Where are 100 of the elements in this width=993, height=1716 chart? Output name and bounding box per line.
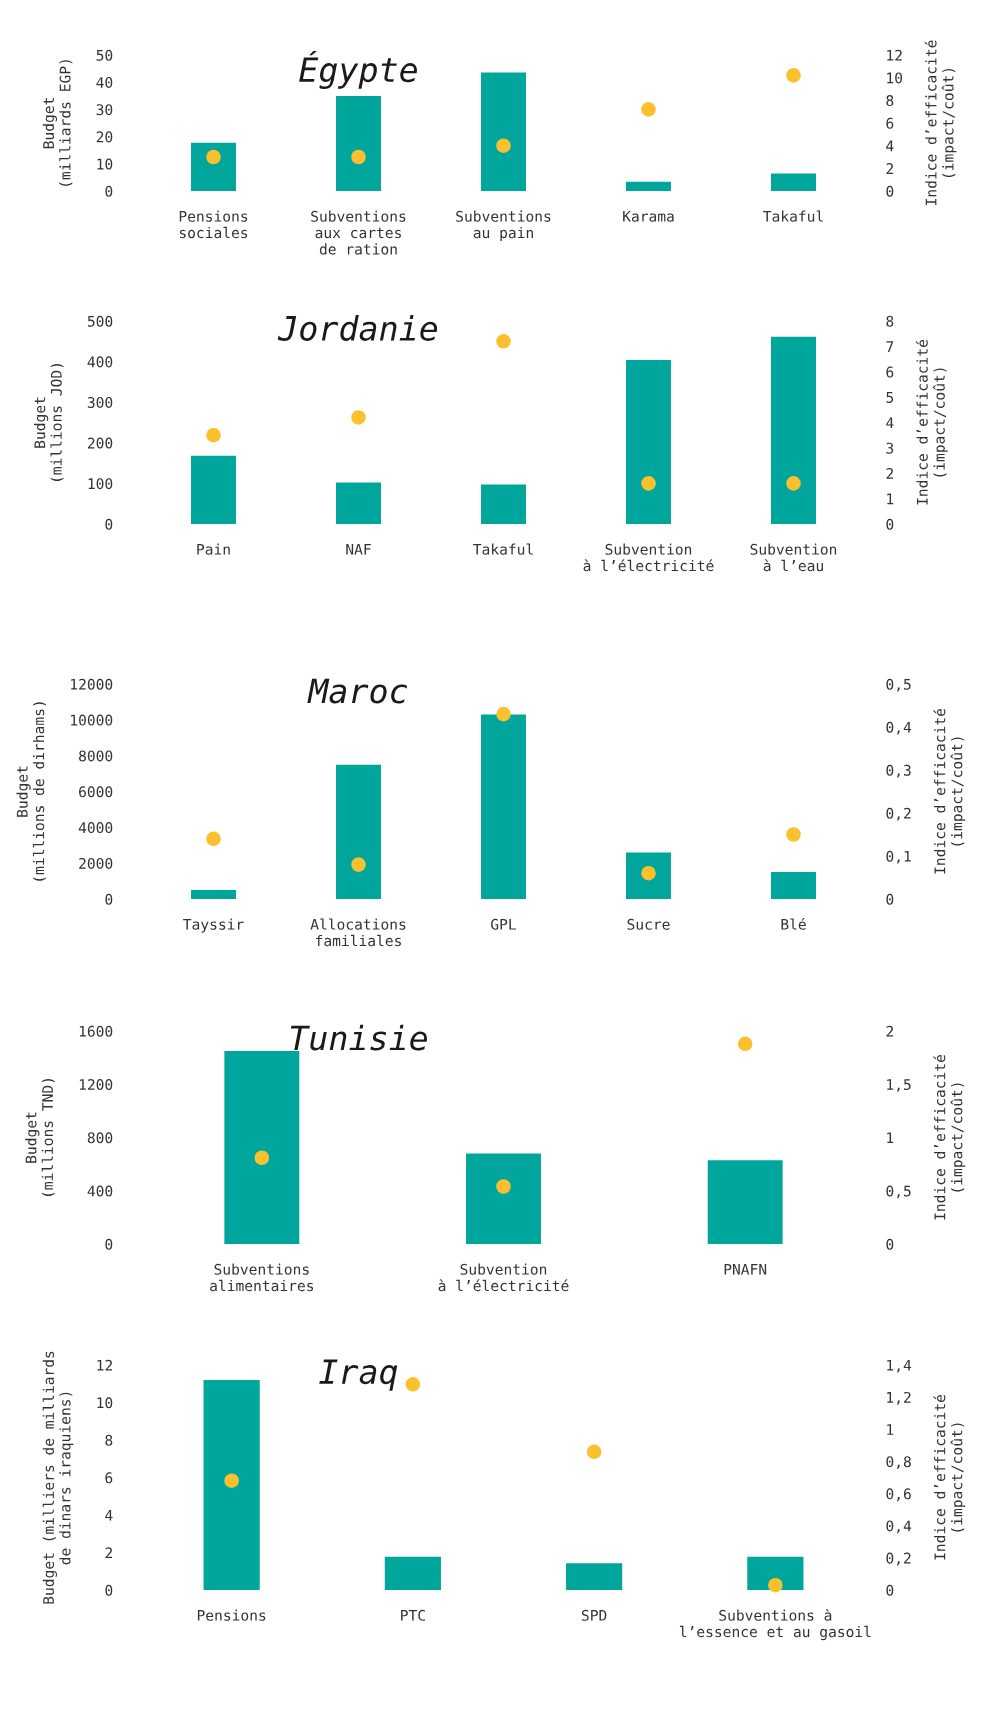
x-tick-label: PNAFN [724, 1263, 767, 1275]
y2-tick-label: 0,1 [886, 850, 911, 864]
y2-tick-label: 6 [886, 366, 894, 378]
y-axis-title: Budget (millions TND) [25, 1079, 55, 1196]
point [405, 1377, 421, 1392]
y-tick-label: 2000 [79, 857, 113, 869]
y-axis-title: Budget (milliers de milliards de dinars iraquiens) [42, 1351, 74, 1604]
y-tick-label: 0 [105, 185, 113, 197]
y-tick-label: 10000 [71, 714, 113, 726]
y2-tick-label: 2 [886, 1025, 893, 1037]
point [496, 334, 511, 349]
y-tick-label: 400 [87, 356, 113, 368]
chart-title: Tunisie [290, 1024, 427, 1051]
point [786, 476, 801, 491]
point [254, 1150, 270, 1166]
y2-tick-label: 10 [887, 72, 903, 84]
y-tick-label: 0 [105, 518, 113, 530]
y2-axis-title: Indice d’efficacité (impact/coût) [924, 40, 957, 205]
bar [626, 359, 671, 524]
y-tick-label: 0 [105, 893, 113, 905]
x-tick-label: NAF [346, 543, 371, 555]
y2-tick-label: 1,2 [887, 1391, 911, 1405]
y2-tick-label: 4 [886, 140, 894, 152]
y2-tick-label: 0 [886, 185, 894, 197]
y-tick-label: 1200 [79, 1079, 113, 1091]
y-tick-label: 8 [105, 1434, 113, 1446]
x-tick-label: Subvention à l’électricité [438, 1263, 569, 1292]
x-tick-label: Subventions alimentaires [210, 1263, 314, 1292]
bar [466, 1153, 541, 1244]
point [224, 1473, 239, 1488]
y-tick-label: 10 [97, 158, 113, 170]
y-tick-label: 8000 [79, 750, 113, 762]
point [768, 1577, 783, 1593]
point [737, 1036, 753, 1052]
y-tick-label: 6000 [79, 786, 113, 798]
x-tick-label: Pensions sociales [179, 210, 248, 239]
bar [224, 1050, 300, 1244]
y-tick-label: 40 [96, 76, 113, 88]
point [496, 138, 511, 153]
y-tick-label: 0 [105, 1584, 113, 1596]
bar [771, 872, 816, 899]
y-tick-label: 12000 [71, 678, 113, 690]
point [586, 1444, 602, 1460]
bar [481, 714, 526, 899]
bar [203, 1380, 260, 1590]
x-tick-label: Tayssir [183, 918, 244, 933]
point [206, 427, 221, 443]
y-tick-label: 12 [97, 1359, 112, 1371]
y2-tick-label: 1,4 [887, 1359, 912, 1373]
x-tick-label: Allocations familiales [310, 918, 406, 947]
y-tick-label: 0 [105, 1238, 113, 1250]
y-tick-label: 1600 [79, 1025, 113, 1037]
y2-axis-title: Indice d’efficacité (impact/coût) [915, 339, 948, 505]
y2-tick-label: 0,6 [886, 1488, 911, 1502]
x-tick-label: Subventions au pain [456, 210, 551, 242]
y2-tick-label: 0,8 [886, 1456, 911, 1470]
y2-tick-label: 2 [886, 163, 893, 174]
y-axis-title: Budget (millions de dirhams) [16, 702, 46, 881]
x-tick-label: GPL [491, 918, 516, 930]
point [206, 149, 221, 165]
y2-tick-label: 1 [887, 1132, 894, 1144]
bar [191, 455, 236, 524]
x-tick-label: Takaful [473, 543, 533, 555]
y2-tick-label: 0,3 [886, 764, 911, 778]
y2-tick-label: 2 [886, 468, 893, 479]
y2-tick-label: 8 [886, 315, 894, 327]
y2-tick-label: 6 [886, 117, 894, 129]
y-tick-label: 20 [96, 131, 113, 143]
y2-tick-label: 3 [886, 442, 894, 454]
y2-tick-label: 0,4 [886, 721, 912, 735]
y2-tick-label: 0,5 [886, 1185, 911, 1199]
y2-axis-title: Indice d’efficacité (impact/coût) [933, 708, 966, 874]
bar [481, 484, 526, 524]
point [786, 827, 801, 842]
x-tick-label: Pensions [197, 1609, 266, 1621]
bar [626, 852, 671, 899]
y-tick-label: 100 [88, 478, 113, 490]
y2-tick-label: 12 [887, 49, 902, 61]
y2-axis-title: Indice d’efficacité (impact/coût) [933, 1394, 966, 1560]
point [786, 68, 801, 83]
bar [336, 96, 381, 191]
chart-title: Iraq [319, 1359, 398, 1391]
y2-axis-title: Indice d’efficacité (impact/coût) [933, 1054, 966, 1220]
point [351, 410, 366, 425]
y-tick-label: 300 [87, 396, 113, 408]
point [641, 476, 656, 491]
bar [336, 482, 381, 524]
y-tick-label: 10 [97, 1397, 113, 1409]
y2-tick-label: 0 [886, 893, 894, 905]
y2-tick-label: 5 [886, 392, 894, 403]
x-tick-label: Subvention à l’électricité [583, 543, 714, 572]
y-tick-label: 200 [87, 437, 113, 449]
y2-tick-label: 1 [887, 1424, 894, 1435]
x-tick-label: Subventions aux cartes de ration [311, 210, 406, 255]
y-tick-label: 2 [105, 1547, 112, 1559]
x-tick-label: Karama [623, 210, 674, 222]
y2-tick-label: 0 [886, 518, 894, 530]
y2-tick-label: 4 [886, 417, 894, 429]
y-tick-label: 4 [105, 1509, 113, 1521]
y-tick-label: 30 [96, 104, 113, 116]
